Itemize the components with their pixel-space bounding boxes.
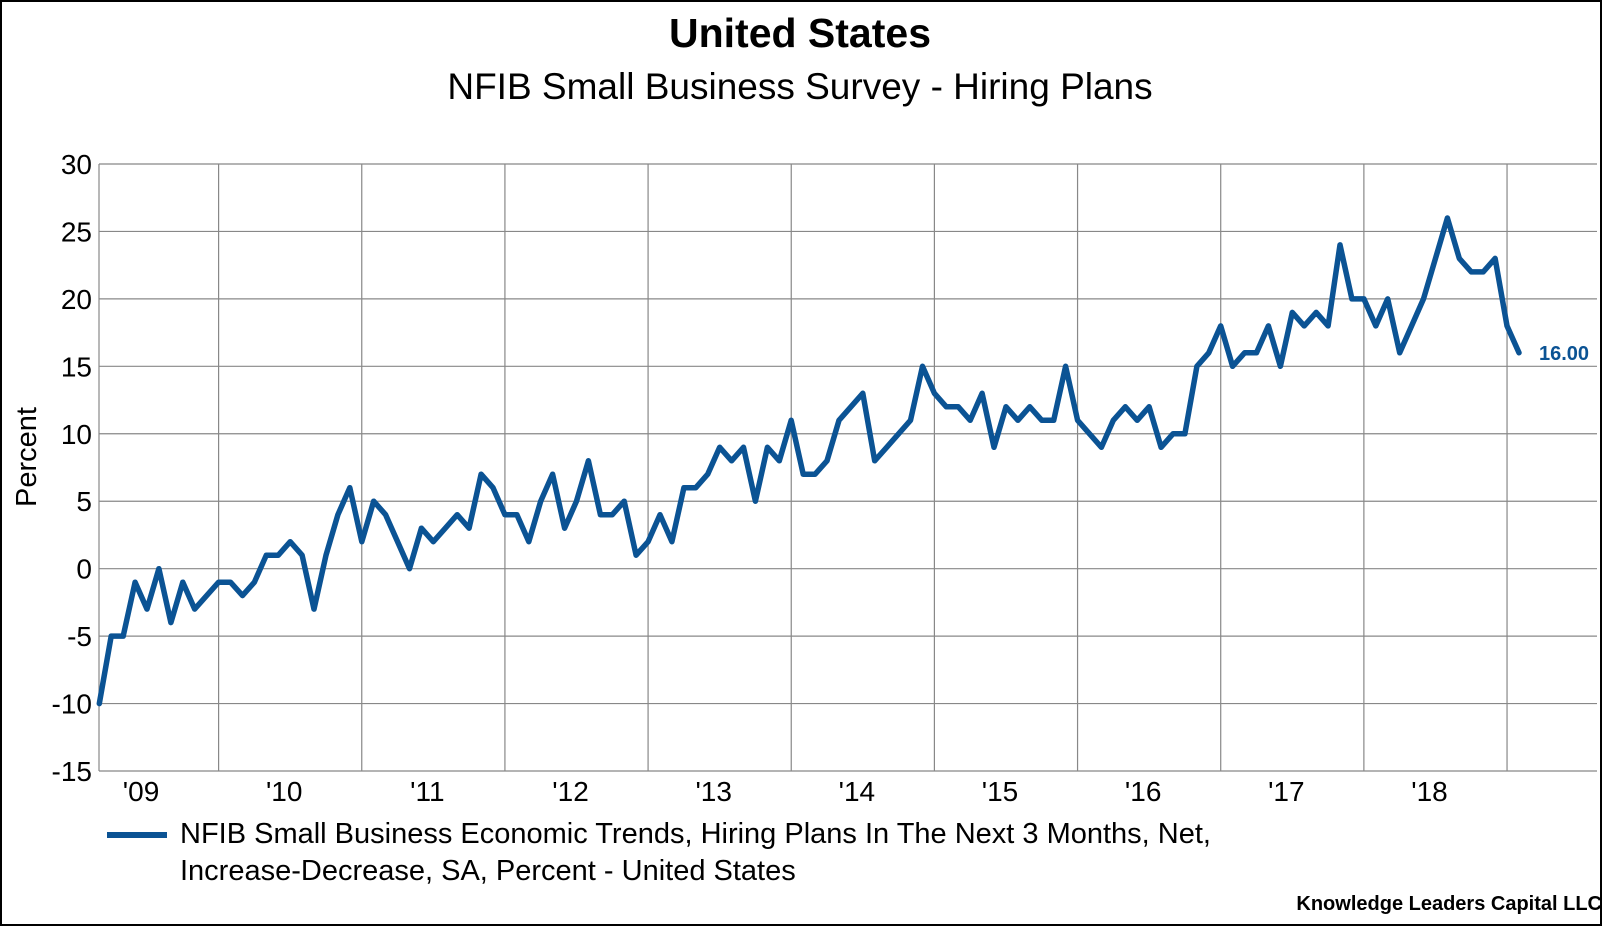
- y-tick-label: 5: [76, 486, 92, 517]
- x-tick-label: '17: [1268, 776, 1305, 807]
- x-tick-label: '12: [552, 776, 589, 807]
- y-axis-ticks: 30 25 20 15 10 5 0 -5 -10 -15: [52, 149, 92, 787]
- y-tick-label: -10: [52, 689, 92, 720]
- x-tick-label: '14: [839, 776, 876, 807]
- chart-subtitle: NFIB Small Business Survey - Hiring Plan…: [447, 66, 1153, 107]
- y-tick-label: 30: [61, 149, 92, 180]
- y-tick-label: 10: [61, 419, 92, 450]
- y-tick-label: 25: [61, 216, 92, 247]
- y-tick-label: 0: [76, 554, 92, 585]
- y-axis-label: Percent: [11, 407, 43, 507]
- chart-title: United States: [669, 10, 931, 56]
- x-tick-label: '18: [1411, 776, 1448, 807]
- legend-label-line2: Increase-Decrease, SA, Percent - United …: [180, 855, 796, 887]
- last-value-label: 16.00: [1539, 343, 1589, 365]
- x-tick-label: '15: [982, 776, 1019, 807]
- series: 16.00: [96, 215, 1589, 707]
- x-tick-label: '09: [123, 776, 160, 807]
- y-tick-label: 20: [61, 284, 92, 315]
- y-tick-label: -5: [67, 621, 92, 652]
- x-tick-label: '13: [695, 776, 732, 807]
- legend-label-line1: NFIB Small Business Economic Trends, Hir…: [180, 818, 1211, 850]
- y-tick-label: 15: [61, 351, 92, 382]
- x-tick-label: '10: [266, 776, 303, 807]
- series-line: [96, 215, 1522, 707]
- footer-credit: Knowledge Leaders Capital LLC: [1296, 893, 1602, 915]
- grid-lines: [98, 163, 1597, 772]
- x-axis-ticks: '09 '10 '11 '12 '13 '14 '15 '16 '17 '18: [123, 776, 1448, 807]
- x-tick-label: '11: [410, 776, 444, 807]
- y-tick-label: -15: [52, 756, 92, 787]
- x-tick-label: '16: [1125, 776, 1162, 807]
